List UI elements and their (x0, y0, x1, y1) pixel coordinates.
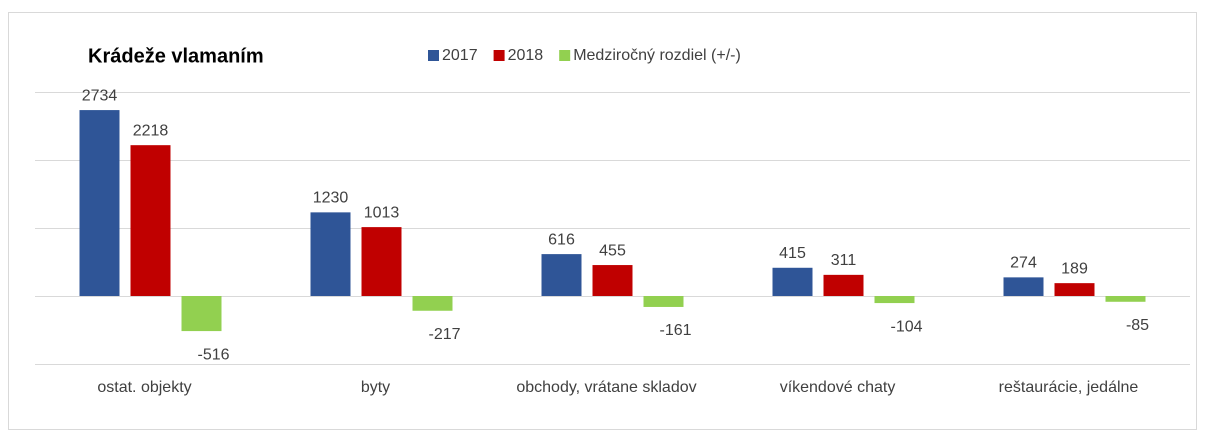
data-label: 311 (831, 252, 857, 269)
data-label: 616 (548, 231, 575, 248)
bar (310, 212, 351, 296)
bar (643, 296, 684, 307)
data-label: -217 (428, 326, 460, 343)
data-label: -85 (1126, 317, 1149, 334)
x-tick-label: obchody, vrátane skladov (516, 379, 696, 396)
bar (1003, 277, 1044, 296)
data-label: 189 (1061, 260, 1088, 277)
chart-title: Krádeže vlamaním (88, 45, 264, 67)
bar (130, 145, 171, 296)
x-tick-label: víkendové chaty (780, 379, 896, 396)
legend-swatch (493, 50, 505, 61)
data-label: 1230 (313, 190, 349, 207)
chart-border (8, 12, 1197, 430)
legend-label: 2017 (442, 47, 478, 64)
legend-label: Medziročný rozdiel (+/-) (573, 47, 741, 64)
x-tick-label: reštaurácie, jedálne (999, 379, 1139, 396)
bar (772, 267, 813, 296)
data-label: 415 (779, 245, 806, 262)
data-label: 1013 (364, 204, 400, 221)
bar (1054, 283, 1095, 296)
legend-swatch (559, 50, 571, 61)
data-label: -104 (890, 318, 922, 335)
legend-label: 2018 (508, 47, 544, 64)
bar (79, 110, 120, 296)
legend-swatch (428, 50, 439, 61)
data-label: 2734 (82, 87, 118, 104)
bar (541, 254, 582, 296)
bar (874, 296, 915, 304)
bar (361, 227, 402, 296)
bar (592, 265, 633, 296)
bar (1105, 296, 1146, 302)
data-label: 455 (599, 242, 626, 259)
bar (412, 296, 453, 311)
data-label: -161 (659, 322, 691, 339)
data-label: -516 (197, 346, 229, 363)
bar (823, 274, 864, 296)
data-label: 274 (1010, 255, 1037, 272)
data-label: 2218 (133, 122, 169, 139)
bar (181, 296, 222, 332)
x-tick-label: byty (361, 379, 390, 396)
x-tick-label: ostat. objekty (97, 379, 191, 396)
